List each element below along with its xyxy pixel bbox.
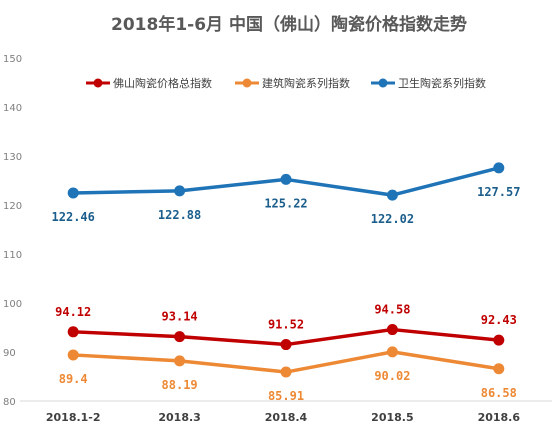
data-label: 91.52	[268, 318, 304, 332]
series	[67, 162, 505, 201]
legend-label: 建筑陶瓷系列指数	[262, 76, 350, 90]
data-point	[386, 346, 398, 358]
y-axis-ticks: 80 90 100 110 120 130 140 150	[3, 54, 22, 408]
data-point	[493, 334, 505, 346]
legend: 佛山陶瓷价格总指数 建筑陶瓷系列指数 卫生陶瓷系列指数	[86, 76, 486, 90]
y-tick-label: 150	[3, 54, 22, 65]
legend-marker	[242, 78, 252, 88]
x-tick-label: 2018.5	[371, 411, 413, 424]
data-label: 122.02	[371, 212, 414, 226]
x-tick-label: 2018.4	[265, 411, 308, 424]
legend-item: 卫生陶瓷系列指数	[371, 76, 486, 90]
data-label: 85.91	[268, 389, 304, 403]
legend-label: 佛山陶瓷价格总指数	[113, 76, 212, 90]
y-tick-label: 140	[3, 103, 22, 114]
legend-marker	[378, 78, 388, 88]
chart-title: 2018年1-6月 中国（佛山）陶瓷价格指数走势	[111, 14, 467, 35]
x-tick-label: 2018.6	[478, 411, 521, 424]
data-label: 86.58	[481, 386, 517, 400]
data-point	[280, 339, 292, 351]
series-layer	[67, 162, 505, 378]
legend-item: 建筑陶瓷系列指数	[235, 76, 350, 90]
data-point	[386, 324, 398, 336]
data-point	[280, 173, 292, 185]
data-point	[174, 185, 186, 197]
data-point	[493, 162, 505, 174]
data-label: 90.02	[374, 369, 410, 383]
data-point	[174, 355, 186, 367]
x-tick-label: 2018.1-2	[46, 411, 101, 424]
y-tick-label: 80	[3, 397, 16, 408]
data-label: 89.4	[59, 372, 88, 386]
data-point	[280, 366, 292, 378]
data-point	[67, 326, 79, 338]
data-label: 94.12	[55, 305, 91, 319]
data-label: 122.46	[52, 210, 95, 224]
data-point	[493, 363, 505, 375]
data-label: 94.58	[374, 303, 410, 317]
legend-label: 卫生陶瓷系列指数	[398, 76, 486, 90]
data-label: 93.14	[162, 310, 198, 324]
series	[67, 346, 505, 378]
data-point	[386, 189, 398, 201]
data-point	[174, 331, 186, 343]
x-tick-label: 2018.3	[158, 411, 200, 424]
data-label: 127.57	[477, 185, 520, 199]
y-tick-label: 110	[3, 250, 22, 261]
legend-item: 佛山陶瓷价格总指数	[86, 76, 212, 90]
data-label: 125.22	[264, 196, 307, 210]
data-label: 122.88	[158, 208, 201, 222]
data-labels-layer: 94.12 93.14 91.52 94.58 92.43 89.4 88.19 85.91 9…	[52, 185, 521, 403]
data-label: 92.43	[481, 313, 517, 327]
data-label: 88.19	[162, 378, 198, 392]
y-tick-label: 100	[3, 299, 22, 310]
legend-marker	[93, 78, 103, 88]
y-tick-label: 130	[3, 152, 22, 163]
data-point	[67, 349, 79, 361]
data-point	[67, 187, 79, 199]
y-tick-label: 90	[3, 348, 16, 359]
y-tick-label: 120	[3, 201, 22, 212]
x-axis-ticks: 2018.1-2 2018.3 2018.4 2018.5 2018.6	[46, 411, 521, 424]
series	[67, 324, 505, 351]
